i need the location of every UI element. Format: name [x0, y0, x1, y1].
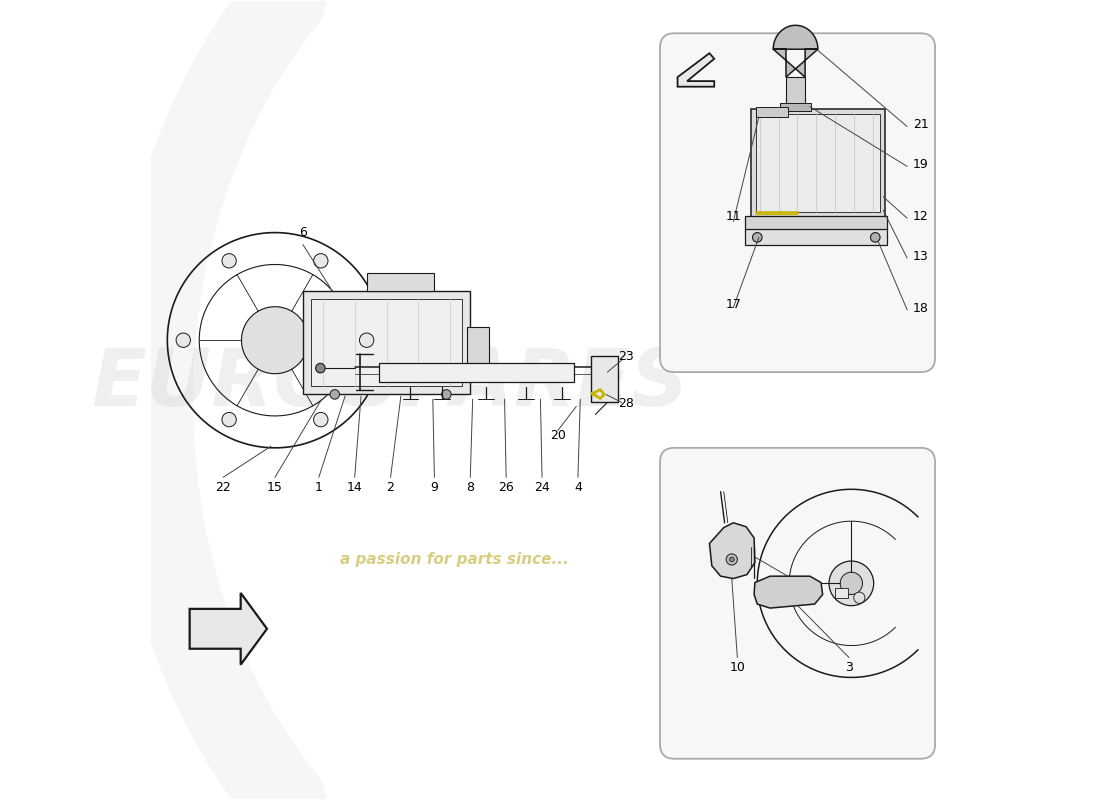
Bar [835, 588, 848, 598]
Text: 11: 11 [726, 210, 741, 223]
Text: 12: 12 [913, 210, 928, 223]
Circle shape [314, 254, 328, 268]
Text: a passion for parts since...: a passion for parts since... [340, 552, 569, 567]
Circle shape [222, 413, 236, 426]
Text: 23: 23 [618, 350, 634, 362]
Text: 14: 14 [346, 481, 363, 494]
Bar [378, 362, 574, 382]
Circle shape [726, 554, 737, 565]
Circle shape [729, 557, 734, 562]
Circle shape [829, 561, 873, 606]
Polygon shape [755, 576, 823, 608]
Text: 6: 6 [299, 226, 307, 239]
Text: 22: 22 [216, 481, 231, 494]
Circle shape [176, 333, 190, 347]
Text: 8: 8 [466, 481, 474, 494]
Bar [780, 102, 812, 110]
Text: 3: 3 [845, 661, 853, 674]
Circle shape [316, 363, 326, 373]
Text: 13: 13 [913, 250, 928, 263]
Circle shape [222, 254, 236, 268]
Bar [746, 229, 888, 245]
Text: 4: 4 [574, 481, 582, 494]
Text: 2: 2 [386, 481, 395, 494]
Text: 17: 17 [725, 298, 741, 311]
Circle shape [752, 233, 762, 242]
Text: 15: 15 [267, 481, 283, 494]
Circle shape [330, 390, 340, 399]
Text: 28: 28 [618, 398, 634, 410]
Text: 26: 26 [498, 481, 514, 494]
Text: 20: 20 [550, 430, 565, 442]
FancyBboxPatch shape [660, 34, 935, 372]
Bar [756, 114, 880, 212]
Bar [756, 107, 788, 117]
Circle shape [840, 572, 862, 594]
Bar [751, 109, 884, 217]
Polygon shape [242, 306, 308, 374]
Bar [468, 327, 490, 374]
Text: 21: 21 [913, 118, 928, 131]
Polygon shape [189, 593, 267, 665]
Text: 19: 19 [913, 158, 928, 171]
Bar [786, 77, 805, 105]
Bar [592, 356, 618, 402]
Text: 18: 18 [913, 302, 928, 315]
Circle shape [441, 390, 451, 399]
Circle shape [870, 233, 880, 242]
Text: 9: 9 [430, 481, 438, 494]
Text: 10: 10 [729, 661, 746, 674]
Bar [311, 298, 462, 386]
Text: EUROSPARES: EUROSPARES [91, 345, 690, 423]
Text: 24: 24 [535, 481, 550, 494]
Circle shape [314, 413, 328, 426]
Circle shape [854, 592, 865, 603]
Bar [302, 290, 471, 394]
Polygon shape [710, 522, 755, 578]
Bar [366, 274, 434, 290]
FancyBboxPatch shape [660, 448, 935, 758]
Polygon shape [678, 54, 714, 86]
Polygon shape [773, 26, 818, 77]
Circle shape [360, 333, 374, 347]
Text: 1: 1 [315, 481, 322, 494]
Bar [746, 216, 888, 230]
